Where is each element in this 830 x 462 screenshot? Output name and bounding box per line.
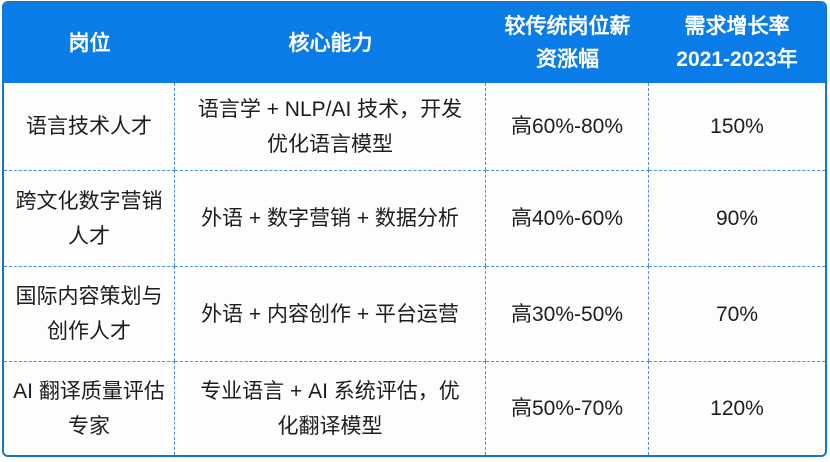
- cell-salary-premium: 高60%-80%: [486, 83, 649, 170]
- cell-position: 语言技术人才: [4, 83, 175, 170]
- cell-position: 跨文化数字营销 人才: [4, 170, 175, 266]
- cell-salary-premium: 高50%-70%: [486, 361, 649, 455]
- cell-core-skills: 外语 + 数字营销 + 数据分析: [175, 170, 486, 266]
- header-position: 岗位: [4, 3, 175, 83]
- cell-demand-growth: 90%: [649, 170, 825, 266]
- cell-position: AI 翻译质量评估 专家: [4, 361, 175, 455]
- cell-demand-growth: 120%: [649, 361, 825, 455]
- cell-demand-growth: 70%: [649, 266, 825, 361]
- cell-demand-growth: 150%: [649, 83, 825, 170]
- cell-core-skills: 外语 + 内容创作 + 平台运营: [175, 266, 486, 361]
- cell-position: 国际内容策划与 创作人才: [4, 266, 175, 361]
- header-core-skills: 核心能力: [175, 3, 486, 83]
- header-demand-growth: 需求增长率 2021-2023年: [649, 3, 825, 83]
- cell-salary-premium: 高30%-50%: [486, 266, 649, 361]
- cell-core-skills: 语言学 + NLP/AI 技术，开发 优化语言模型: [175, 83, 486, 170]
- cell-core-skills: 专业语言 + AI 系统评估，优 化翻译模型: [175, 361, 486, 455]
- cell-salary-premium: 高40%-60%: [486, 170, 649, 266]
- header-salary-premium: 较传统岗位薪 资涨幅: [486, 3, 649, 83]
